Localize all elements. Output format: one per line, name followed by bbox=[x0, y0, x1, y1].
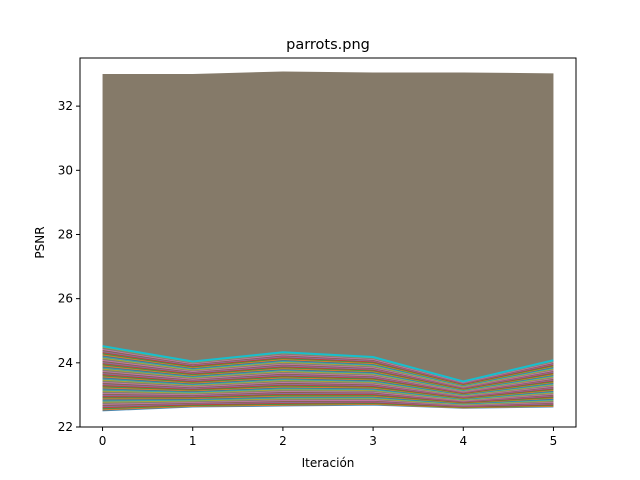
series-line bbox=[102, 351, 554, 385]
series-line bbox=[102, 379, 554, 397]
series-line bbox=[102, 365, 554, 391]
plot-area bbox=[102, 71, 554, 412]
series-line bbox=[102, 401, 554, 407]
series-line bbox=[102, 380, 554, 397]
x-axis-label: Iteración bbox=[302, 456, 355, 470]
series-line bbox=[102, 367, 554, 391]
series-line bbox=[102, 349, 554, 384]
series-line bbox=[102, 383, 554, 398]
series-line bbox=[102, 353, 554, 386]
series-line bbox=[102, 362, 554, 389]
y-tick-label: 26 bbox=[58, 292, 73, 306]
x-tick-label: 5 bbox=[550, 434, 558, 448]
series-line bbox=[102, 363, 554, 390]
series-line bbox=[102, 369, 554, 392]
x-tick-label: 3 bbox=[369, 434, 377, 448]
y-axis-ticks: 22 24 26 28 30 32 bbox=[58, 99, 80, 434]
y-tick-label: 22 bbox=[58, 420, 73, 434]
series-line bbox=[102, 398, 554, 406]
series-line bbox=[102, 404, 554, 412]
y-tick-label: 24 bbox=[58, 356, 73, 370]
series-line bbox=[102, 354, 554, 386]
series-line bbox=[102, 392, 554, 402]
series-line bbox=[102, 385, 554, 399]
y-tick-label: 30 bbox=[58, 163, 73, 177]
y-axis-label: PSNR bbox=[33, 226, 47, 258]
series-line bbox=[102, 403, 554, 411]
series-line bbox=[102, 356, 554, 387]
series-line bbox=[102, 382, 554, 398]
series-line bbox=[102, 352, 554, 385]
series-line bbox=[102, 386, 554, 400]
series-line bbox=[102, 350, 554, 384]
series-line bbox=[102, 358, 554, 388]
series-line bbox=[102, 377, 554, 396]
series-line bbox=[102, 393, 554, 403]
series-line bbox=[102, 355, 554, 386]
series-line bbox=[102, 397, 554, 405]
x-tick-label: 1 bbox=[189, 434, 197, 448]
series-line bbox=[102, 381, 554, 397]
series-line bbox=[102, 394, 554, 404]
series-line bbox=[102, 373, 554, 394]
series-line bbox=[102, 387, 554, 400]
series-line bbox=[102, 396, 554, 405]
series-line bbox=[102, 366, 554, 391]
series-line bbox=[102, 360, 554, 388]
x-tick-label: 0 bbox=[99, 434, 107, 448]
x-tick-label: 2 bbox=[279, 434, 287, 448]
series-line bbox=[102, 376, 554, 395]
axes-frame bbox=[79, 57, 577, 428]
series-line bbox=[102, 371, 554, 393]
series-line bbox=[102, 392, 554, 403]
series-line bbox=[102, 391, 554, 402]
series-line bbox=[102, 388, 554, 401]
series-line bbox=[102, 357, 554, 387]
series-line bbox=[102, 375, 554, 395]
highlight-series-line bbox=[102, 345, 554, 383]
series-line bbox=[102, 372, 554, 393]
series-lines bbox=[102, 345, 554, 412]
series-line bbox=[102, 403, 554, 410]
series-line bbox=[102, 374, 554, 394]
series-line bbox=[102, 400, 554, 407]
series-line bbox=[102, 399, 554, 407]
y-tick-label: 32 bbox=[58, 99, 73, 113]
chart-title: parrots.png bbox=[286, 37, 370, 53]
series-line bbox=[102, 361, 554, 389]
series-line bbox=[102, 384, 554, 399]
psnr-series-band bbox=[102, 71, 554, 411]
x-tick-label: 4 bbox=[459, 434, 467, 448]
series-line bbox=[102, 402, 554, 409]
series-line bbox=[102, 389, 554, 401]
series-line bbox=[102, 395, 554, 404]
x-axis-ticks: 0 1 2 3 4 5 bbox=[99, 427, 558, 448]
series-line bbox=[102, 364, 554, 390]
series-line bbox=[102, 390, 554, 402]
series-line bbox=[102, 378, 554, 396]
series-line bbox=[102, 368, 554, 392]
y-tick-label: 28 bbox=[58, 227, 73, 241]
series-line bbox=[102, 399, 554, 406]
